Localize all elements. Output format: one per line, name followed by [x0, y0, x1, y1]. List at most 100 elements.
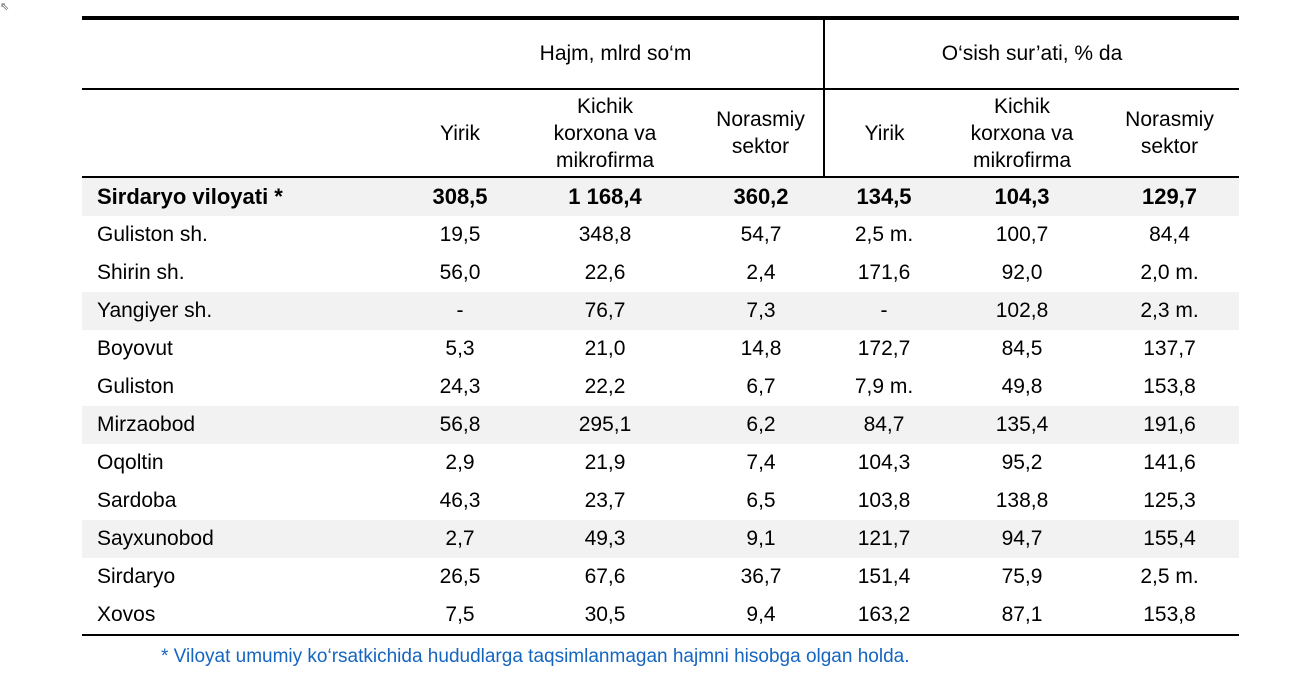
table-cell: 7,5 [445, 603, 475, 626]
header-growth: O‘sish sur’ati, % da [823, 18, 1240, 89]
row-name: Mirzaobod [82, 406, 408, 444]
table-cell: 30,5 [584, 603, 626, 626]
table-cell: 76,7 [512, 292, 698, 330]
header-informal: Norasmiy sektor [698, 89, 824, 177]
table-body: Sirdaryo viloyati * 308,5 1 168,4 360,2 134,… [82, 177, 1240, 635]
table-cell: 9,4 [746, 603, 776, 626]
table-cell: 151,4 [857, 565, 911, 588]
table-cell: 46,3 [439, 489, 481, 512]
header-large-growth: Yirik [823, 89, 945, 177]
table-row: Yangiyer sh. -76,7 7,3-102,8 2,3 m. [82, 292, 1240, 330]
table-row: Sirdaryo 26,5 67,6 36,7 151,4 75,9 2,5 m. [82, 558, 1239, 596]
table-cell: 102,8 [944, 292, 1101, 330]
table-cell: 295,1 [512, 406, 698, 444]
table-cell: 125,3 [1143, 489, 1196, 512]
table-cell: 191,6 [1100, 406, 1240, 444]
header-volume: Hajm, mlrd so‘m [539, 42, 692, 65]
table-cell: 19,5 [439, 223, 481, 246]
table-cell: 121,7 [824, 520, 945, 558]
row-name: Boyovut [97, 337, 173, 360]
table-row: Shirin sh. 56,0 22,6 2,4 171,6 92,0 2,0 m. [82, 254, 1239, 292]
header-small-growth-line3: mikrofirma [973, 148, 1072, 172]
header-empty-2 [82, 89, 408, 177]
header-informal-growth: Norasmiy sektor [1100, 89, 1239, 177]
row-name: Yangiyer sh. [82, 292, 408, 330]
table-cell: 360,2 [698, 177, 825, 216]
table-cell: 84,4 [1149, 223, 1190, 246]
table-row: Guliston sh. 19,5 348,8 54,7 2,5 m. 100,7 84,4 [82, 216, 1239, 254]
table-cell: 84,5 [1001, 337, 1043, 360]
table-cell: 56,0 [439, 261, 481, 284]
table-cell: 129,7 [1100, 177, 1240, 216]
table-cell: 21,0 [584, 337, 626, 360]
header-small-growth-line1: Kichik [994, 94, 1051, 118]
header-empty [82, 18, 408, 89]
table-cell: 21,9 [584, 451, 626, 474]
table-cell: 87,1 [1001, 603, 1043, 626]
table-row: Guliston 24,3 22,2 6,7 7,9 m. 49,8 153,8 [82, 368, 1239, 406]
header-large: Yirik [439, 121, 481, 145]
table-cell: 22,2 [584, 375, 626, 398]
table-cell: 14,8 [740, 337, 782, 360]
table-cell: - [408, 292, 512, 330]
table-cell: 23,7 [584, 489, 626, 512]
table-cell: 5,3 [445, 337, 475, 360]
header-informal-growth-line1: Norasmiy [1125, 108, 1214, 131]
header-small-line3: mikrofirma [556, 148, 654, 172]
table-cell: 49,8 [1001, 375, 1043, 398]
table-cell: 2,5 m. [1140, 565, 1199, 588]
table-row: Sayxunobod 2,7 49,3 9,1 121,7 94,7 155,4 [82, 520, 1240, 558]
table-cell: 163,2 [857, 603, 911, 626]
table-cell: 103,8 [857, 489, 911, 512]
table-cell: 2,7 [408, 520, 512, 558]
header-small-growth-line2: korxona va [970, 121, 1074, 145]
table-row: Xovos 7,5 30,5 9,4 163,2 87,1 153,8 [82, 596, 1240, 635]
table-cell: 36,7 [740, 565, 782, 588]
header-small: Kichik korxona va mikrofirma [512, 89, 698, 177]
table-cell: 9,1 [698, 520, 825, 558]
table-cell: 2,0 m. [1140, 261, 1199, 284]
table-cell: 26,5 [439, 565, 481, 588]
table-cell: 104,3 [944, 177, 1101, 216]
row-name: Xovos [97, 603, 156, 626]
header-informal-line2: sektor [731, 135, 790, 158]
table-cell: 172,7 [857, 337, 911, 360]
table-cell: 67,6 [584, 565, 626, 588]
table-cell: 100,7 [995, 223, 1049, 246]
table-cell: 7,3 [698, 292, 825, 330]
table-cell: 308,5 [408, 177, 512, 216]
header-small-growth: Kichik korxona va mikrofirma [944, 89, 1100, 177]
table-cell: 171,6 [857, 261, 911, 284]
table-cell: 135,4 [944, 406, 1101, 444]
row-name: Sardoba [97, 489, 177, 512]
row-name: Oqoltin [97, 451, 164, 474]
header-row-groups: Hajm, mlrd so‘m O‘sish sur’ati, % da [82, 18, 1240, 89]
table-cell: 7,9 m. [854, 375, 914, 398]
table-cell: 54,7 [740, 223, 782, 246]
table-cell: 56,8 [408, 406, 512, 444]
table-cell: 138,8 [995, 489, 1049, 512]
row-name: Sayxunobod [82, 520, 408, 558]
footnote: * Viloyat umumiy ko‘rsatkichida hududlar… [161, 646, 910, 667]
table-cell: 348,8 [578, 223, 632, 246]
table-cell: 94,7 [944, 520, 1101, 558]
table-row: Boyovut 5,3 21,0 14,8 172,7 84,5 137,7 [82, 330, 1239, 368]
header-row-columns: Yirik Kichik korxona va mikrofirma Noras… [82, 89, 1240, 177]
table-cell: 24,3 [439, 375, 481, 398]
header-small-line2: korxona va [553, 121, 657, 145]
table-cell: 75,9 [1001, 565, 1043, 588]
table-cell: 137,7 [1143, 337, 1196, 360]
table-cell: 104,3 [857, 451, 911, 474]
table-cell: 153,8 [1143, 603, 1196, 626]
table-cell: 92,0 [1001, 261, 1043, 284]
table-cell: 134,5 [824, 177, 945, 216]
row-name: Guliston sh. [97, 223, 208, 246]
table-cell: 141,6 [1143, 451, 1196, 474]
table-cell: 84,7 [824, 406, 945, 444]
table-cell: 6,7 [746, 375, 776, 398]
table-row: Oqoltin 2,9 21,9 7,4 104,3 95,2 141,6 [82, 444, 1239, 482]
cursor-icon: ⇖ [0, 1, 10, 13]
header-small-line1: Kichik [576, 94, 634, 118]
table-cell: 6,5 [746, 489, 776, 512]
table-cell: 2,5 m. [854, 223, 914, 246]
